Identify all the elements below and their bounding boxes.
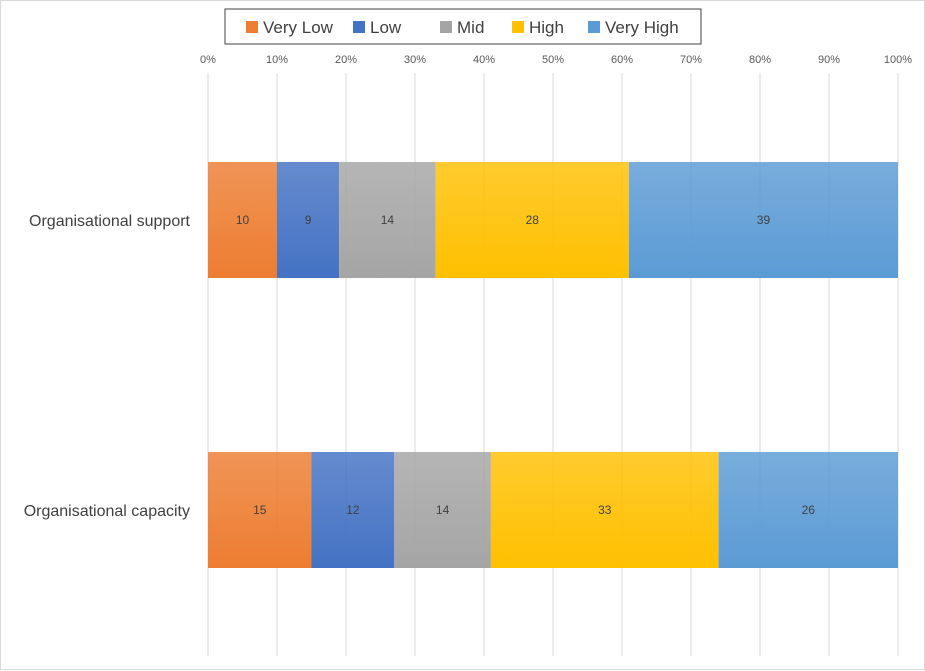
category-labels: Organisational support Organisational cap… — [24, 213, 191, 520]
legend-label-very-high: Very High — [605, 18, 679, 37]
x-tick-label-40: 40% — [473, 54, 495, 66]
bars — [208, 162, 898, 568]
bar-organisational-capacity-low — [311, 452, 395, 568]
legend-label-very-low: Very Low — [263, 18, 334, 37]
bar-organisational-support-high — [435, 162, 629, 278]
x-tick-label-50: 50% — [542, 54, 564, 66]
x-tick-label-20: 20% — [335, 54, 357, 66]
data-label-organisational-capacity-high: 33 — [598, 503, 612, 517]
bar-organisational-support-very-high — [628, 162, 898, 278]
legend-swatch-low — [353, 21, 365, 33]
x-tick-label-100: 100% — [884, 54, 912, 66]
data-labels: 10 9 14 28 39 15 12 14 33 26 — [236, 213, 815, 517]
data-label-organisational-support-mid: 14 — [381, 213, 395, 227]
data-label-organisational-support-low: 9 — [305, 213, 312, 227]
bar-organisational-capacity-high — [490, 452, 719, 568]
data-label-organisational-support-high: 28 — [526, 213, 540, 227]
gridlines — [207, 73, 899, 656]
legend-swatch-very-low — [246, 21, 258, 33]
legend-label-mid: Mid — [457, 18, 484, 37]
legend-swatch-mid — [440, 21, 452, 33]
bar-organisational-capacity-very-low — [208, 452, 312, 568]
bar-organisational-capacity-very-high — [718, 452, 898, 568]
data-label-organisational-support-very-low: 10 — [236, 213, 250, 227]
data-label-organisational-capacity-mid: 14 — [436, 503, 450, 517]
category-label-organisational-capacity: Organisational capacity — [24, 503, 190, 520]
data-label-organisational-capacity-very-high: 26 — [802, 503, 816, 517]
legend-swatch-high — [512, 21, 524, 33]
x-tick-label-10: 10% — [266, 54, 288, 66]
x-tick-label-60: 60% — [611, 54, 633, 66]
data-label-organisational-capacity-low: 12 — [346, 503, 360, 517]
bar-organisational-support-low — [277, 162, 340, 278]
x-tick-label-90: 90% — [818, 54, 840, 66]
data-label-organisational-capacity-very-low: 15 — [253, 503, 267, 517]
bar-organisational-support-mid — [339, 162, 436, 278]
x-tick-label-0: 0% — [200, 54, 216, 66]
x-axis-ticks: 0% 10% 20% 30% 40% 50% 60% 70% 80% 90% 100% — [200, 54, 912, 66]
bar-organisational-capacity-mid — [394, 452, 491, 568]
legend-box — [224, 8, 702, 45]
data-label-organisational-support-very-high: 39 — [757, 213, 771, 227]
legend-label-low: Low — [370, 18, 402, 37]
legend: Very Low Low Mid High Very High — [224, 8, 702, 45]
x-tick-label-30: 30% — [404, 54, 426, 66]
legend-swatch-very-high — [588, 21, 600, 33]
legend-label-high: High — [529, 18, 564, 37]
category-label-organisational-support: Organisational support — [29, 213, 191, 230]
x-tick-label-80: 80% — [749, 54, 771, 66]
bar-organisational-support-very-low — [208, 162, 277, 278]
x-tick-label-70: 70% — [680, 54, 702, 66]
